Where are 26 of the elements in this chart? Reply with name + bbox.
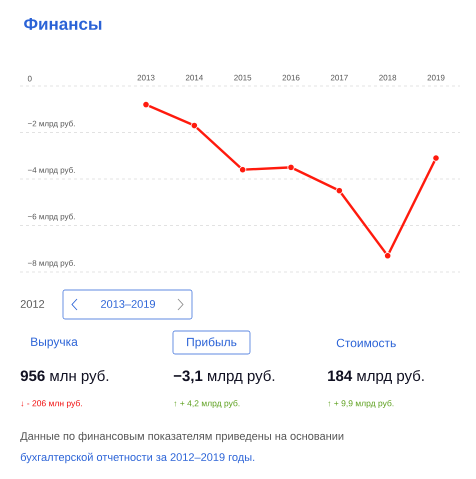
x-tick-label: 2016 [282, 74, 300, 80]
text: Стоимость [336, 338, 396, 348]
y-tick-label: −2 млрд руб. [28, 120, 75, 128]
text: Прибыль [187, 337, 236, 349]
x-tick-label: 2014 [186, 74, 203, 80]
text: 184 млрд руб. [328, 370, 424, 384]
x-tick-label: 2013 [138, 74, 155, 80]
x-tick-label: 2015 [234, 74, 252, 80]
x-tick-label: 2018 [379, 74, 396, 80]
y-tick-label: 0 [28, 76, 32, 82]
x-tick-label: 2017 [330, 74, 348, 80]
text: Данные по финансовым показателям приведены на основании [20, 432, 344, 442]
text: Выручка [31, 338, 78, 348]
text: ↓ - 206 млн руб. [21, 400, 82, 408]
text: −3,1 млрд руб. [174, 370, 274, 384]
chart-title: Финансы [24, 18, 102, 30]
text: ↑ + 4,2 млрд руб. [174, 400, 240, 408]
x-tick-label: 2019 [428, 74, 445, 80]
text: ↑ + 9,9 млрд руб. [328, 400, 394, 408]
text: 2013–2019 [101, 300, 155, 308]
text: 956 млн руб. [20, 370, 108, 384]
text: 2012 [20, 300, 44, 308]
y-tick-label: −4 млрд руб. [28, 166, 75, 174]
y-tick-label: −8 млрд руб. [28, 260, 75, 268]
text: бухгалтерской отчетности за 2012–2019 годы. [20, 452, 254, 464]
y-tick-label: −6 млрд руб. [28, 213, 75, 221]
